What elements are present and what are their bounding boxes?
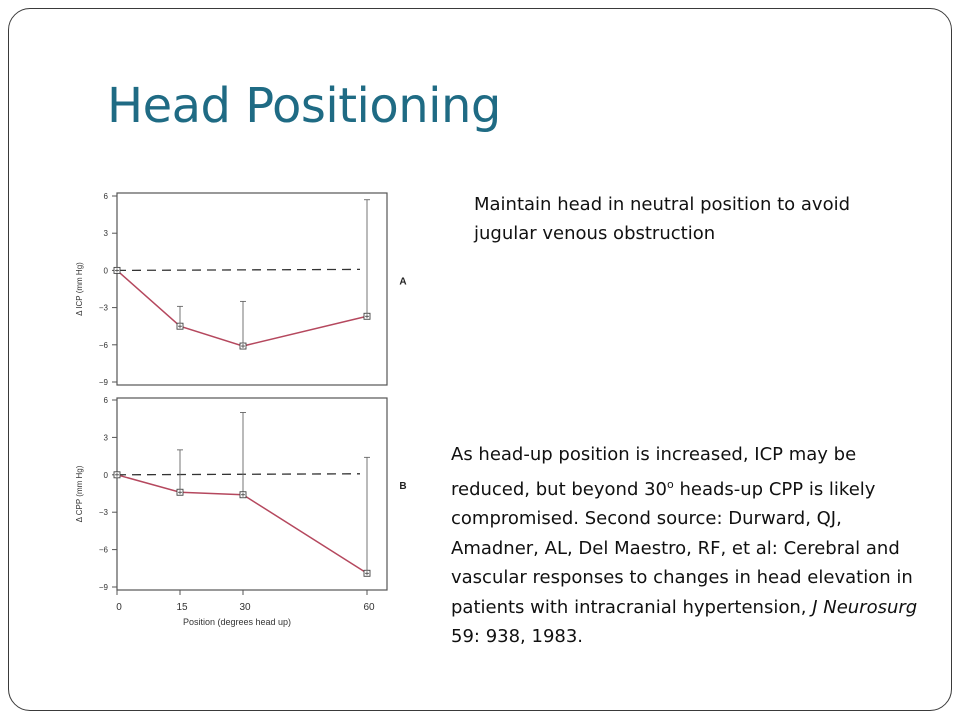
panel-a-data-point [363, 312, 371, 320]
panel-a-ytick-label: −6 [99, 341, 109, 350]
panel-b-xlabel: Position (degrees head up) [183, 617, 291, 627]
panel-b-data-point [113, 471, 121, 479]
slide-frame [8, 8, 952, 711]
panel-b-xtick-label: 30 [239, 602, 251, 613]
panel-b-ytick-label: −3 [99, 508, 109, 517]
panel-b-ytick-label: 0 [104, 471, 109, 480]
panel-a-data-point [239, 342, 247, 350]
panel-b-ylabel: Δ CPP (mm Hg) [75, 465, 84, 522]
panel-a-ytick-label: −9 [99, 378, 109, 387]
panel-b-plot-frame [116, 397, 388, 591]
panel-a-ytick-label: 0 [104, 266, 109, 275]
panel-b-xtick-label: 0 [116, 602, 122, 613]
degree-superscript: o [667, 477, 674, 491]
note-text-1: As head-up position is increased, ICP ma… [451, 444, 857, 500]
note-neutral-position: Maintain head in neutral position to avo… [474, 194, 851, 244]
panel-a-panel-label: A [399, 276, 406, 287]
note-text-2: heads-up CPP is likely compromised. Seco… [451, 478, 913, 618]
panel-b-series-line [116, 474, 368, 574]
panel-b-xtick-label: 60 [363, 602, 375, 613]
panel-a-plot-frame [116, 192, 388, 386]
panel-a-ylabel: Δ ICP (mm Hg) [75, 262, 84, 316]
panel-b-panel-label: B [399, 481, 406, 492]
note-head-up-explanation: As head-up position is increased, ICP ma… [451, 440, 921, 652]
panel-b-ytick-label: 3 [104, 433, 109, 442]
panel-b-ytick-label: −6 [99, 546, 109, 555]
panel-a-series-line [116, 269, 368, 347]
panel-a-data-point [113, 266, 121, 274]
note-text-3: 59: 938, 1983. [451, 626, 584, 647]
panel-a-ytick-label: −3 [99, 304, 109, 313]
panel-a-data-point [176, 322, 184, 330]
panel-a-baseline [116, 268, 361, 272]
panel-b-data-point [176, 488, 184, 496]
panel-b-ytick-label: 6 [104, 396, 109, 405]
panel-b-ytick-label: −9 [99, 583, 109, 592]
panel-a-ytick-label: 6 [104, 192, 109, 201]
panel-b-xtick-label: 15 [176, 602, 188, 613]
journal-name: J Neurosurg [812, 596, 918, 618]
panel-b-data-point [363, 569, 371, 577]
panel-b-baseline [116, 473, 361, 476]
panel-b-data-point [239, 491, 247, 499]
panel-a-ytick-label: 3 [104, 229, 109, 238]
slide-title: Head Positioning [107, 78, 501, 134]
